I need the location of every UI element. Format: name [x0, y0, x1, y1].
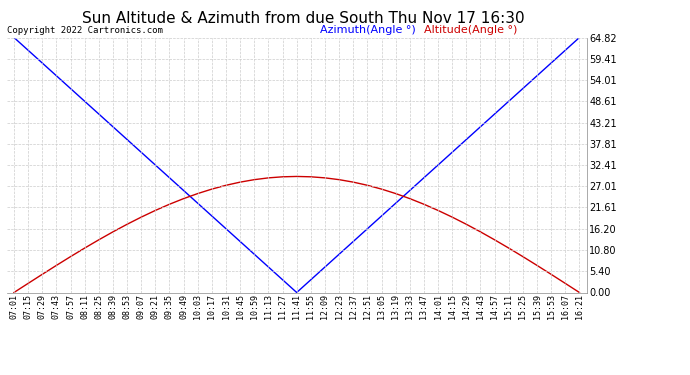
Text: Copyright 2022 Cartronics.com: Copyright 2022 Cartronics.com: [7, 26, 163, 35]
Text: Sun Altitude & Azimuth from due South Thu Nov 17 16:30: Sun Altitude & Azimuth from due South Th…: [82, 11, 525, 26]
Text: Azimuth(Angle °): Azimuth(Angle °): [320, 25, 415, 35]
Text: Altitude(Angle °): Altitude(Angle °): [424, 25, 518, 35]
